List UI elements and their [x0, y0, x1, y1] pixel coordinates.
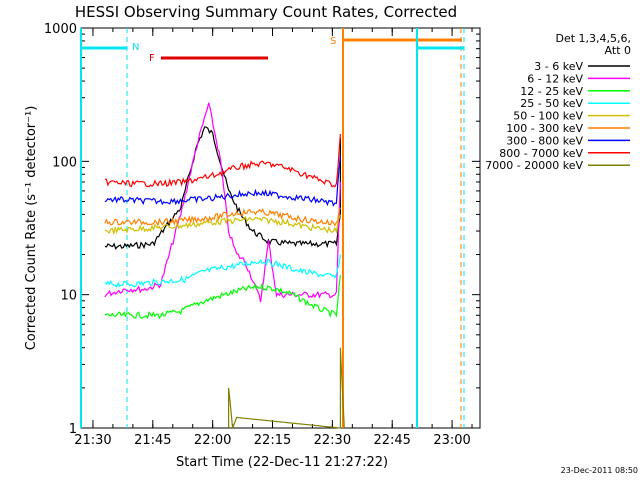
x-tick-label: 22:00 [194, 433, 231, 448]
series-line-7 [104, 134, 341, 188]
saa-label: S [330, 36, 336, 47]
y-tick-label: 1 [69, 422, 77, 437]
data-series [104, 102, 345, 429]
x-axis-label: Start Time (22-Dec-11 21:27:22) [176, 455, 388, 470]
legend-entry-label: 50 - 100 keV [513, 110, 583, 123]
series-line-6 [104, 155, 341, 207]
x-tick-label: 21:30 [74, 433, 111, 448]
y-tick-labels: 1 10 100 1000 [44, 22, 77, 437]
x-tick-label: 22:30 [314, 433, 351, 448]
legend-entry-label: 25 - 50 keV [520, 97, 583, 110]
legend-entry-label: 800 - 7000 keV [499, 147, 583, 160]
y-tick-label: 1000 [44, 22, 77, 37]
legend-entry-label: 12 - 25 keV [520, 85, 583, 98]
axis-ticks [81, 27, 480, 429]
x-tick-label: 22:45 [373, 433, 410, 448]
x-tick-labels: 21:30 21:45 22:00 22:15 22:30 22:45 23:00 [74, 433, 471, 448]
legend-entry-label: 100 - 300 keV [506, 122, 583, 135]
night-label: N [132, 42, 139, 53]
y-tick-label: 100 [52, 155, 77, 170]
series-line-1 [104, 102, 341, 303]
legend-entry-label: 7000 - 20000 keV [485, 159, 583, 172]
series-line-4 [104, 214, 341, 236]
x-tick-label: 21:45 [134, 433, 171, 448]
x-tick-label: 22:15 [254, 433, 291, 448]
series-line-5 [104, 207, 341, 227]
series-line-8 [228, 347, 345, 429]
series-line-0 [104, 126, 341, 250]
y-tick-label: 10 [60, 289, 77, 304]
flare-label: F [149, 53, 155, 64]
observing-markers: NF S [80, 28, 465, 428]
chart-title: HESSI Observing Summary Count Rates, Cor… [75, 3, 457, 21]
legend-entry-label: 6 - 12 keV [527, 72, 583, 85]
series-line-3 [104, 254, 341, 288]
legend-title-line-2: Att 0 [605, 44, 631, 57]
timestamp: 23-Dec-2011 08:50 [561, 466, 638, 475]
y-axis-label: Corrected Count Rate (s⁻¹ detector⁻¹) [24, 106, 39, 351]
legend-title-line-1: Det 1,3,4,5,6, [555, 32, 631, 45]
x-tick-label: 23:00 [433, 433, 470, 448]
legend-entry-label: 300 - 800 keV [506, 134, 583, 147]
series-line-2 [104, 275, 341, 320]
legend-entry-label: 3 - 6 keV [534, 60, 583, 73]
